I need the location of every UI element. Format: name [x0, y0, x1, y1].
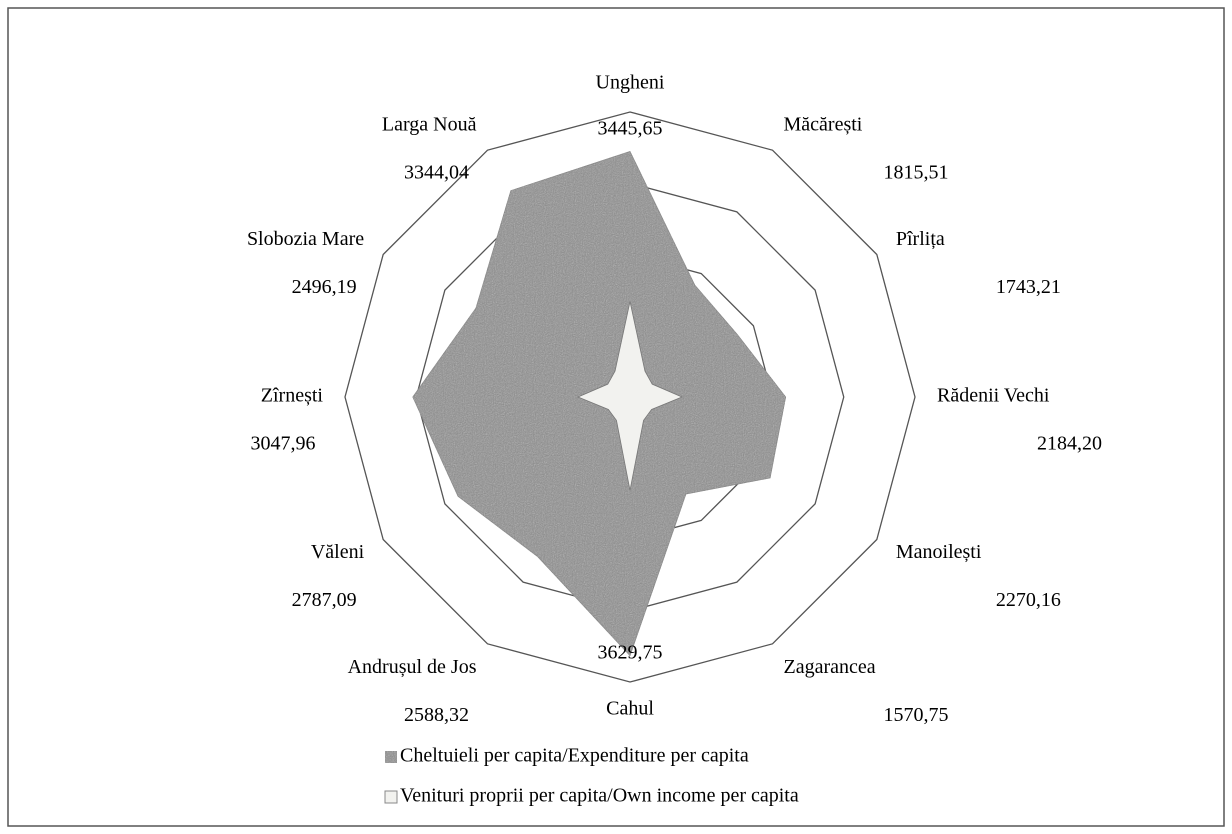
value-label: 2270,16 — [996, 589, 1061, 611]
category-label: Andrușul de Jos — [348, 656, 477, 678]
radar-area — [576, 301, 684, 491]
value-label: 2787,09 — [292, 589, 357, 611]
value-label: 3445,65 — [598, 117, 663, 139]
legend-label: Venituri proprii per capita/Own income p… — [400, 785, 799, 807]
category-label: Slobozia Mare — [247, 228, 364, 250]
value-label: 3344,04 — [404, 161, 469, 183]
grid-ring — [344, 111, 916, 683]
category-label: Măcărești — [784, 113, 863, 135]
value-label: 1570,75 — [884, 704, 949, 726]
value-label: 1815,51 — [884, 161, 949, 183]
value-label: 3047,96 — [251, 433, 316, 455]
category-label: Văleni — [311, 541, 365, 563]
category-label: Zîrnești — [261, 385, 324, 407]
value-label: 2184,20 — [1037, 433, 1102, 455]
legend-label: Cheltuieli per capita/Expenditure per ca… — [400, 745, 749, 767]
value-label: 1743,21 — [996, 276, 1061, 298]
category-label: Zagarancea — [784, 656, 876, 678]
legend-swatch — [384, 790, 398, 804]
category-label: Pîrlița — [896, 228, 945, 250]
category-label: Rădenii Vechi — [937, 385, 1050, 407]
legend-swatch — [384, 750, 398, 764]
category-label: Cahul — [606, 698, 654, 720]
category-label: Manoilești — [896, 541, 982, 563]
chart-border — [7, 7, 1225, 827]
category-label: Ungheni — [596, 71, 665, 93]
value-label: 2496,19 — [292, 276, 357, 298]
category-label: Larga Nouă — [382, 113, 477, 135]
value-label: 3629,75 — [598, 642, 663, 664]
value-label: 2588,32 — [404, 704, 469, 726]
